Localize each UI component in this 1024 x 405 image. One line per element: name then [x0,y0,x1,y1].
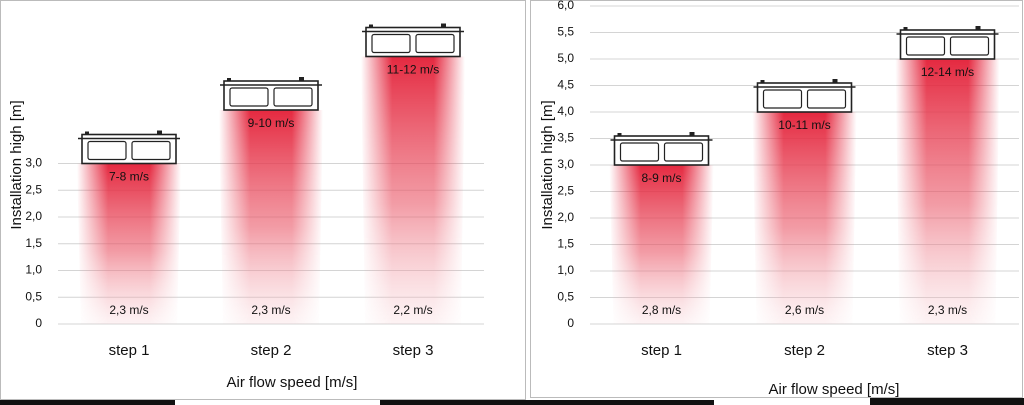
device-knob [689,132,695,136]
device-panel [229,87,269,107]
y-tick-label: 1,5 [25,236,42,250]
y-tick-label: 0,5 [25,289,42,303]
device-icon [78,130,180,165]
air-jet [219,110,323,324]
x-tick-label: step 2 [251,342,292,359]
device-knob [85,131,89,135]
top-speed-label: 8-9 m/s [641,171,681,185]
device-knob [369,24,373,28]
device-knob [760,80,765,83]
x-axis-title: Air flow speed [m/s] [227,374,358,391]
device-panel [131,140,171,161]
device-knob [975,26,981,30]
y-tick-label: 3,0 [25,156,42,170]
x-tick-label: step 3 [927,342,968,359]
device-icon [220,77,322,111]
air-jet [361,56,465,324]
device-knob [617,133,622,136]
y-tick-label: 1,0 [557,263,574,277]
top-speed-label: 7-8 m/s [109,170,149,184]
y-tick-label: 3,0 [557,157,574,171]
device-icon [896,26,999,60]
y-tick-label: 3,5 [557,131,574,145]
top-speed-label: 10-11 m/s [778,118,830,132]
y-tick-label: 2,5 [25,182,42,196]
device-knob [441,23,446,28]
panel-frame [530,0,1023,398]
bottom-speed-label: 2,6 m/s [785,303,824,317]
device-panel [371,33,411,54]
y-axis-title: Installation high [m] [539,100,556,229]
device-panel [663,142,704,162]
device-panel [949,36,990,56]
top-speed-label: 12-14 m/s [921,65,974,79]
y-tick-label: 2,0 [557,210,574,224]
y-tick-label: 6,0 [557,0,574,12]
bottom-speed-label: 2,3 m/s [928,303,967,317]
device-knob [832,79,838,83]
edge-band [380,400,714,405]
device-panel [415,33,455,54]
edge-band [870,398,1024,405]
y-tick-label: 1,0 [25,263,42,277]
y-tick-label: 0,5 [557,290,574,304]
y-axis-title: Installation high [m] [8,100,25,229]
device-body [899,29,996,60]
device-knob [227,78,231,81]
device-icon [610,132,713,166]
device-body [81,133,177,165]
air-jet [895,59,1000,324]
device-panel [762,89,803,109]
device-body [613,135,710,166]
bottom-speed-label: 2,2 m/s [393,303,432,317]
device-knob [299,77,304,81]
device-body [365,26,461,58]
device-body [756,82,853,113]
device-icon [753,79,856,113]
air-jet [609,165,714,324]
device-body [223,80,319,111]
device-panel [905,36,946,56]
edge-band [0,400,175,405]
x-tick-label: step 1 [109,342,150,359]
top-speed-label: 9-10 m/s [248,116,295,130]
y-tick-label: 1,5 [557,237,574,251]
y-tick-label: 5,0 [557,51,574,65]
bottom-speed-label: 2,8 m/s [642,303,681,317]
y-tick-label: 4,5 [557,78,574,92]
air-jet [752,112,857,324]
device-panel [806,89,847,109]
top-speed-label: 11-12 m/s [387,63,439,77]
x-tick-label: step 1 [641,342,682,359]
bottom-speed-label: 2,3 m/s [109,303,148,317]
bottom-speed-label: 2,3 m/s [251,303,290,317]
device-panel [273,87,313,107]
device-knob [157,130,162,135]
device-panel [619,142,660,162]
panel-frame [0,0,526,400]
air-jet [77,163,181,324]
y-tick-label: 0 [567,316,574,330]
x-tick-label: step 3 [393,342,434,359]
y-tick-label: 5,5 [557,25,574,39]
device-icon [362,23,464,58]
y-tick-label: 2,0 [25,209,42,223]
y-tick-label: 2,5 [557,184,574,198]
x-axis-title: Air flow speed [m/s] [769,381,900,398]
y-tick-label: 4,0 [557,104,574,118]
x-tick-label: step 2 [784,342,825,359]
y-tick-label: 0 [35,316,42,330]
device-knob [903,27,908,30]
device-panel [87,140,127,161]
